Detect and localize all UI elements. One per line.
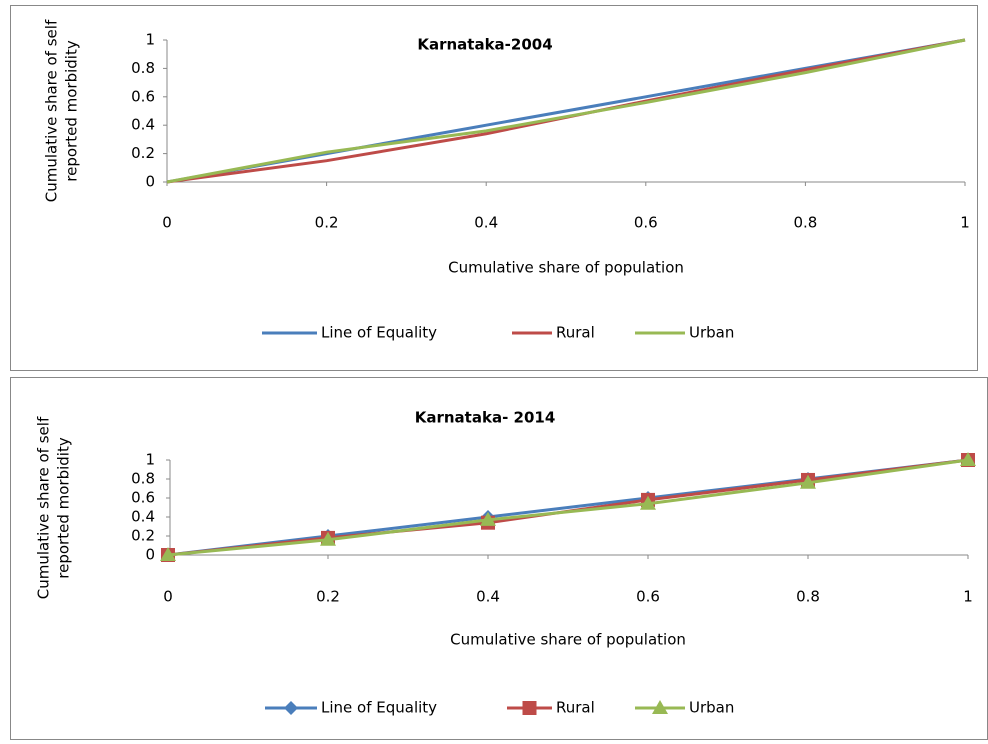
y-axis-label: reported morbidity xyxy=(63,40,81,182)
y-tick-label: 0.6 xyxy=(131,489,155,507)
y-axis-label: Cumulative share of self xyxy=(35,416,53,599)
x-tick-label: 0.2 xyxy=(315,214,339,232)
y-tick-label: 0.2 xyxy=(131,527,155,545)
y-tick-label: 1 xyxy=(145,31,155,49)
y-tick-label: 0 xyxy=(145,546,155,564)
legend-label: Line of Equality xyxy=(321,699,437,717)
chart-title: Karnataka-2004 xyxy=(417,36,552,54)
legend-label: Urban xyxy=(689,699,734,717)
y-axis-label: Cumulative share of self xyxy=(43,19,61,202)
series-line xyxy=(166,38,966,184)
x-tick-label: 1 xyxy=(960,214,970,232)
legend-marker xyxy=(284,701,298,715)
x-tick-label: 0 xyxy=(162,214,172,232)
data-point xyxy=(160,547,176,561)
chart-frame xyxy=(10,377,988,740)
x-tick-label: 1 xyxy=(963,588,973,606)
y-axis-label: reported morbidity xyxy=(55,437,73,579)
x-tick-label: 0.6 xyxy=(634,214,658,232)
data-point xyxy=(480,511,496,526)
legend-marker xyxy=(522,701,537,715)
y-tick-label: 0.6 xyxy=(131,87,155,105)
x-axis-label: Cumulative share of population xyxy=(450,631,686,649)
x-tick-label: 0.8 xyxy=(796,588,820,606)
legend-label: Rural xyxy=(556,324,595,342)
legend-label: Rural xyxy=(556,699,595,717)
y-tick-label: 0 xyxy=(145,173,155,191)
data-point xyxy=(320,531,336,546)
y-tick-label: 0.4 xyxy=(131,508,155,526)
y-tick-label: 1 xyxy=(145,451,155,469)
legend-marker xyxy=(652,700,668,714)
data-point xyxy=(800,474,816,489)
y-tick-label: 0.8 xyxy=(131,470,155,488)
series-line xyxy=(167,458,969,557)
x-tick-label: 0.2 xyxy=(316,588,340,606)
chart-title: Karnataka- 2014 xyxy=(415,409,556,427)
y-tick-label: 0.8 xyxy=(131,59,155,77)
y-tick-label: 0.2 xyxy=(131,144,155,162)
chart-frame xyxy=(10,5,978,371)
legend-label: Urban xyxy=(689,324,734,342)
x-tick-label: 0.6 xyxy=(636,588,660,606)
x-tick-label: 0.8 xyxy=(793,214,817,232)
data-point xyxy=(640,495,656,510)
legend-label: Line of Equality xyxy=(321,324,437,342)
x-tick-label: 0 xyxy=(163,588,173,606)
data-point xyxy=(960,452,976,466)
y-tick-label: 0.4 xyxy=(131,116,155,134)
x-tick-label: 0.4 xyxy=(476,588,500,606)
x-tick-label: 0.4 xyxy=(474,214,498,232)
x-axis-label: Cumulative share of population xyxy=(448,259,684,277)
